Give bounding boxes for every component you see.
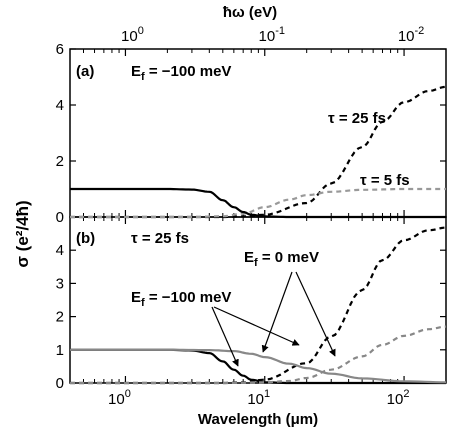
arrow-ef100-to-solid — [211, 306, 239, 367]
top-axis-title: ħω (eV) — [223, 4, 277, 21]
top-tick-label: 10-1 — [259, 25, 285, 45]
panel-b-label: (b) — [76, 230, 95, 247]
y-tick-label: 3 — [56, 275, 64, 292]
arrow-ef100-to-dashed — [213, 306, 300, 346]
series-line — [70, 325, 447, 385]
x-tick-exponent: 2 — [403, 388, 409, 400]
arrow-ef0-to-solid — [261, 271, 293, 353]
top-tick-label: 100 — [121, 25, 144, 45]
panel-a-frame — [69, 48, 447, 218]
y-tick-label: 6 — [56, 41, 64, 58]
panel-a-note-sub: f — [141, 71, 145, 83]
x-tick-label: 100 — [108, 388, 131, 408]
top-tick-exponent: -1 — [275, 25, 285, 37]
panel-b-note: τ = 25 fs — [131, 230, 189, 247]
label-tau-5: τ = 5 fs — [360, 172, 410, 189]
x-tick-exponent: 1 — [264, 388, 270, 400]
top-tick-exponent: -2 — [415, 25, 425, 37]
x-tick-label: 102 — [387, 388, 410, 408]
label-ef-100-val: = −100 meV — [145, 289, 232, 306]
label-ef-100-e: E — [131, 289, 141, 306]
y-tick-label: 2 — [56, 153, 64, 170]
x-axis-title: Wavelength (μm) — [198, 411, 318, 428]
y-tick-label: 4 — [56, 97, 64, 114]
y-tick-label: 1 — [56, 342, 64, 359]
series-line — [70, 85, 447, 219]
label-tau-25: τ = 25 fs — [328, 110, 386, 127]
y-axis-title: σ (e²/4ħ) — [13, 200, 32, 267]
panel-b-frame — [69, 216, 447, 384]
y-tick-label: 4 — [56, 242, 64, 259]
panel-a-note-val: = −100 meV — [145, 63, 232, 80]
y-tick-label: 2 — [56, 309, 64, 326]
y-tick-label: 0 — [56, 209, 64, 226]
top-tick-exponent: 0 — [138, 25, 144, 37]
label-ef-0: Ef = 0 meV — [244, 249, 319, 269]
label-ef-100: Ef = −100 meV — [131, 289, 231, 309]
x-tick-label: 101 — [247, 388, 270, 408]
label-ef-0-sub: f — [254, 257, 258, 269]
panel-a-note-e: E — [131, 63, 141, 80]
top-tick-label: 10-2 — [398, 25, 424, 45]
series-line — [70, 348, 446, 384]
y-tick-label: 0 — [56, 375, 64, 392]
panel-a-label: (a) — [76, 63, 94, 80]
panel-a-note: Ef = −100 meV — [131, 63, 231, 83]
x-tick-exponent: 0 — [125, 388, 131, 400]
arrow-ef0-to-dashed — [295, 271, 336, 357]
curves — [70, 85, 447, 385]
label-ef-100-sub: f — [141, 297, 145, 309]
series-line — [70, 187, 446, 219]
label-ef-0-e: E — [244, 249, 254, 266]
series-line — [70, 187, 446, 219]
label-ef-0-val: = 0 meV — [258, 249, 319, 266]
